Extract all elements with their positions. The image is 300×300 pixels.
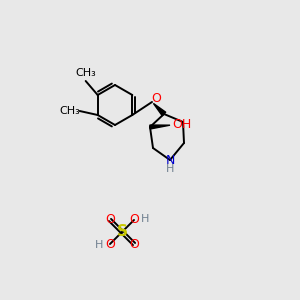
Polygon shape [150,125,170,129]
Text: O: O [129,214,139,226]
Text: OH: OH [172,118,192,131]
Polygon shape [153,103,166,116]
Text: N: N [165,154,175,167]
Text: O: O [105,238,115,250]
Text: O: O [151,92,161,106]
Text: O: O [129,238,139,250]
Text: H: H [166,164,174,174]
Text: CH₃: CH₃ [75,68,96,78]
Text: H: H [95,240,103,250]
Text: CH₃: CH₃ [59,106,80,116]
Text: H: H [141,214,149,224]
Text: S: S [116,224,128,239]
Text: O: O [105,214,115,226]
